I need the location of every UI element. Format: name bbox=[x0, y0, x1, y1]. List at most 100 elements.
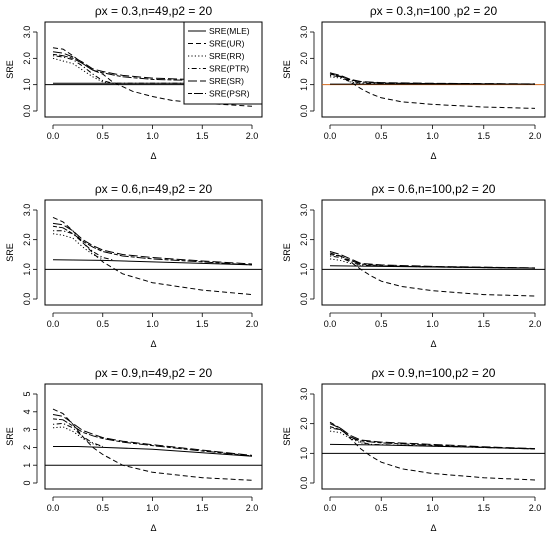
panel-title: ρx = 0.3,n=100 ,p2 = 20 bbox=[370, 4, 498, 18]
series-line-sre-ur bbox=[329, 421, 536, 481]
y-tick-label: 0.0 bbox=[299, 293, 309, 306]
y-tick-label: 4 bbox=[22, 409, 32, 414]
y-tick-label: 2.0 bbox=[22, 233, 32, 246]
y-tick-label: 2 bbox=[22, 445, 32, 450]
x-tick-label: 2.0 bbox=[529, 319, 542, 329]
y-tick-label: 1.0 bbox=[299, 263, 309, 276]
plot-frame bbox=[44, 383, 263, 490]
x-tick-label: 1.5 bbox=[477, 131, 490, 141]
y-tick-label: 0.0 bbox=[299, 477, 309, 490]
y-tick-label: 1.0 bbox=[22, 263, 32, 276]
y-tick-label: 3.0 bbox=[22, 204, 32, 217]
panel-2: ρx = 0.3,n=100 ,p2 = 20 0.0 0.5 1.0 1.5 2.0 Δ 0… bbox=[282, 4, 546, 161]
y-tick-label: 2.0 bbox=[299, 417, 309, 430]
legend-label: SRE(MLE) bbox=[209, 26, 250, 36]
x-tick-label: 2.0 bbox=[246, 131, 259, 141]
y-tick-label: 0.0 bbox=[299, 105, 309, 118]
y-tick-label: 5 bbox=[22, 391, 32, 396]
series-line-sre-psr bbox=[52, 225, 253, 266]
y-axis-label: SRE bbox=[5, 243, 15, 262]
legend: SRE(MLE) SRE(UR) SRE(RR) SRE(PTR) SRE(SR) SRE… bbox=[183, 21, 263, 105]
series-line-sre-psr bbox=[329, 73, 536, 85]
y-tick-label: 1.0 bbox=[299, 447, 309, 460]
plot-frame bbox=[44, 199, 263, 306]
x-tick-label: 1.0 bbox=[426, 131, 439, 141]
panel-title: ρx = 0.9,n=100,p2 = 20 bbox=[372, 366, 496, 380]
y-tick-label: 3.0 bbox=[299, 388, 309, 401]
x-tick-label: 0.5 bbox=[96, 319, 109, 329]
series-line-sre-ptr bbox=[329, 255, 536, 269]
x-tick-label: 0.0 bbox=[324, 503, 337, 513]
x-tick-label: 2.0 bbox=[529, 131, 542, 141]
x-tick-label: 1.0 bbox=[146, 131, 159, 141]
plot-frame bbox=[321, 199, 546, 306]
x-tick-label: 1.5 bbox=[477, 319, 490, 329]
series-line-sre-mle bbox=[52, 259, 253, 266]
y-tick-label: 1.0 bbox=[22, 78, 32, 91]
y-tick-label: 3 bbox=[22, 427, 32, 432]
legend-label: SRE(PSR) bbox=[209, 89, 250, 99]
x-tick-label: 0.0 bbox=[324, 131, 337, 141]
legend-label: SRE(RR) bbox=[209, 51, 245, 61]
y-axis-label: SRE bbox=[282, 60, 292, 79]
panel-title: ρx = 0.3,n=49,p2 = 20 bbox=[95, 4, 213, 18]
x-tick-label: 2.0 bbox=[246, 503, 259, 513]
series-line-sre-sr bbox=[329, 251, 536, 269]
series-line-sre-psr bbox=[52, 418, 253, 457]
series-line-sre-rr bbox=[329, 430, 372, 445]
y-tick-label: 3.0 bbox=[299, 26, 309, 39]
legend-label: SRE(SR) bbox=[209, 76, 244, 86]
x-axis-label: Δ bbox=[430, 523, 436, 533]
series-line-sre-psr bbox=[329, 254, 536, 269]
series-line-sre-sr bbox=[329, 423, 536, 450]
y-axis-label: SRE bbox=[5, 60, 15, 79]
x-tick-label: 0.0 bbox=[47, 319, 60, 329]
y-tick-label: 1.0 bbox=[299, 78, 309, 91]
x-tick-label: 0.5 bbox=[375, 131, 388, 141]
series-line-sre-ptr bbox=[329, 427, 536, 450]
y-tick-label: 0 bbox=[22, 480, 32, 485]
panel-1: ρx = 0.3,n=49,p2 = 20 0.0 0.5 1.0 1.5 2.0 Δ 0.0… bbox=[5, 4, 263, 161]
panel-5: ρx = 0.9,n=49,p2 = 20 0.0 0.5 1.0 1.5 2.0 Δ 0 1 2… bbox=[5, 366, 263, 533]
x-tick-label: 0.0 bbox=[47, 131, 60, 141]
series-line-sre-rr bbox=[52, 57, 113, 84]
x-tick-label: 0.5 bbox=[96, 503, 109, 513]
x-tick-label: 0.5 bbox=[375, 319, 388, 329]
x-tick-label: 0.5 bbox=[96, 131, 109, 141]
x-tick-label: 0.0 bbox=[47, 503, 60, 513]
series-line-sre-ur bbox=[52, 216, 253, 296]
legend-label: SRE(UR) bbox=[209, 39, 245, 49]
series-line-sre-ptr bbox=[53, 230, 113, 261]
x-tick-label: 0.0 bbox=[324, 319, 337, 329]
series-line-sre-ur bbox=[329, 252, 536, 297]
x-tick-label: 1.0 bbox=[426, 503, 439, 513]
x-tick-label: 1.5 bbox=[477, 503, 490, 513]
panel-title: ρx = 0.6,n=49,p2 = 20 bbox=[95, 182, 213, 196]
series-line-sre-sr bbox=[52, 222, 253, 265]
plot-frame bbox=[321, 383, 546, 490]
x-tick-label: 1.5 bbox=[196, 319, 209, 329]
panel-6: ρx = 0.9,n=100,p2 = 20 0.0 0.5 1.0 1.5 2.0 Δ 0.… bbox=[282, 366, 546, 533]
panel-title: ρx = 0.9,n=49,p2 = 20 bbox=[95, 366, 213, 380]
x-tick-label: 1.5 bbox=[196, 131, 209, 141]
x-tick-label: 1.0 bbox=[426, 319, 439, 329]
x-tick-label: 2.0 bbox=[246, 319, 259, 329]
series-line-sre-ur bbox=[329, 72, 536, 109]
series-line-sre-ptr bbox=[52, 422, 103, 447]
series-line-sre-mle bbox=[53, 446, 253, 457]
x-tick-label: 1.5 bbox=[196, 503, 209, 513]
series-line-sre-ur bbox=[52, 408, 253, 481]
y-tick-label: 2.0 bbox=[299, 52, 309, 65]
x-tick-label: 0.5 bbox=[375, 503, 388, 513]
y-tick-label: 0.0 bbox=[22, 105, 32, 118]
series-line-sre-rr bbox=[52, 233, 104, 260]
series-line-sre-psr bbox=[52, 53, 253, 82]
x-axis-label: Δ bbox=[150, 151, 156, 161]
panel-4: ρx = 0.6,n=100,p2 = 20 0.0 0.5 1.0 1.5 2.0 Δ 0.… bbox=[282, 182, 546, 349]
x-axis-label: Δ bbox=[430, 339, 436, 349]
series-line-sre-psr bbox=[329, 426, 536, 450]
y-tick-label: 0.0 bbox=[22, 293, 32, 306]
series-line-sre-ptr bbox=[52, 55, 252, 84]
y-tick-label: 3.0 bbox=[299, 204, 309, 217]
